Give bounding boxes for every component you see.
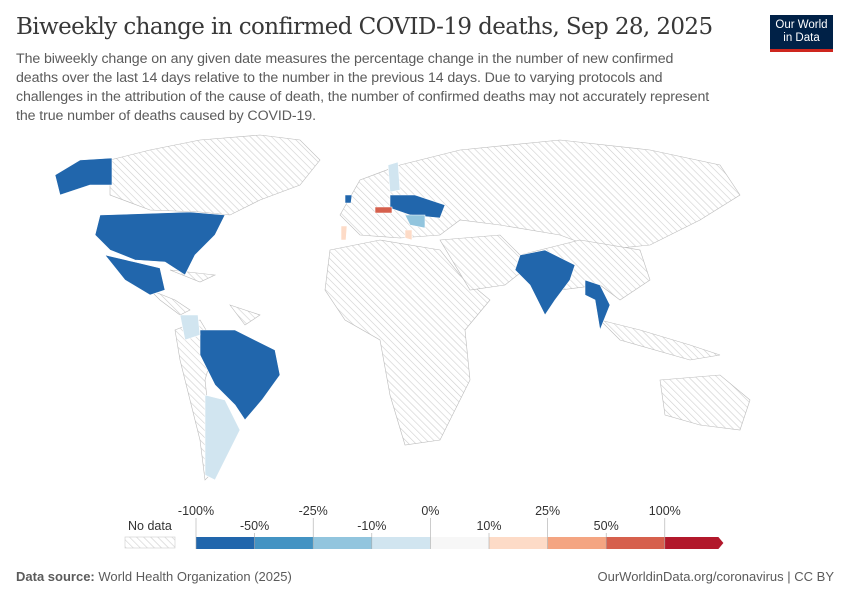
country-austria[interactable]: [374, 206, 393, 214]
source-label: Data source:: [16, 569, 95, 584]
country-greece[interactable]: [404, 229, 413, 241]
country-portugal[interactable]: [340, 225, 348, 241]
legend-no-data-swatch[interactable]: [124, 536, 176, 549]
legend-tick-label: -50%: [240, 519, 269, 533]
chart-subtitle: The biweekly change on any given date me…: [16, 51, 710, 124]
legend-tick-label: -100%: [178, 504, 214, 518]
legend-tick-label: -25%: [299, 504, 328, 518]
data-source: Data source: World Health Organization (…: [16, 569, 292, 584]
country-india[interactable]: [514, 249, 576, 316]
legend-bin[interactable]: [254, 537, 314, 549]
legend-bin[interactable]: [313, 537, 372, 549]
country-mexico[interactable]: [104, 254, 166, 296]
chart-title: Biweekly change in confirmed COVID-19 de…: [16, 14, 713, 40]
country-usa[interactable]: [94, 211, 226, 276]
country-ireland[interactable]: [344, 194, 353, 204]
legend-bin[interactable]: [371, 537, 431, 549]
legend-no-data-label: No data: [128, 519, 172, 533]
legend-tick-label: 25%: [535, 504, 560, 518]
legend-bin[interactable]: [489, 537, 548, 549]
country-argentina[interactable]: [204, 394, 241, 481]
legend-bin[interactable]: [430, 537, 489, 549]
world-map[interactable]: [0, 130, 850, 500]
region-africa[interactable]: [324, 239, 491, 446]
country-balkans[interactable]: [404, 214, 426, 229]
legend-tick-label: 100%: [649, 504, 681, 518]
legend-bin[interactable]: [664, 537, 724, 549]
legend-bin[interactable]: [196, 537, 255, 549]
legend-bin[interactable]: [606, 537, 665, 549]
legend-bin[interactable]: [547, 537, 607, 549]
owid-logo[interactable]: Our World in Data: [770, 15, 833, 52]
country-myanmar-thailand[interactable]: [584, 279, 611, 332]
source-url[interactable]: OurWorldinData.org/coronavirus | CC BY: [597, 569, 834, 584]
source-text[interactable]: World Health Organization (2025): [98, 569, 292, 584]
region-europe-russia[interactable]: [339, 139, 741, 251]
country-brazil[interactable]: [199, 329, 281, 421]
country-colombia[interactable]: [179, 314, 201, 341]
country-canada-greenland[interactable]: [109, 134, 321, 216]
legend-tick-label: 10%: [476, 519, 501, 533]
region-central-america-caribbean[interactable]: [149, 269, 217, 316]
region-southeast-asia-oceania[interactable]: [599, 319, 751, 431]
country-usa-alaska[interactable]: [54, 157, 113, 196]
color-legend: No data -100% -25% 0% 25% 100% -50% -10% 10% 50%: [124, 504, 724, 549]
legend-tick-label: 0%: [421, 504, 439, 518]
legend-tick-label: -10%: [357, 519, 386, 533]
country-sweden[interactable]: [387, 161, 401, 193]
legend-tick-label: 50%: [594, 519, 619, 533]
